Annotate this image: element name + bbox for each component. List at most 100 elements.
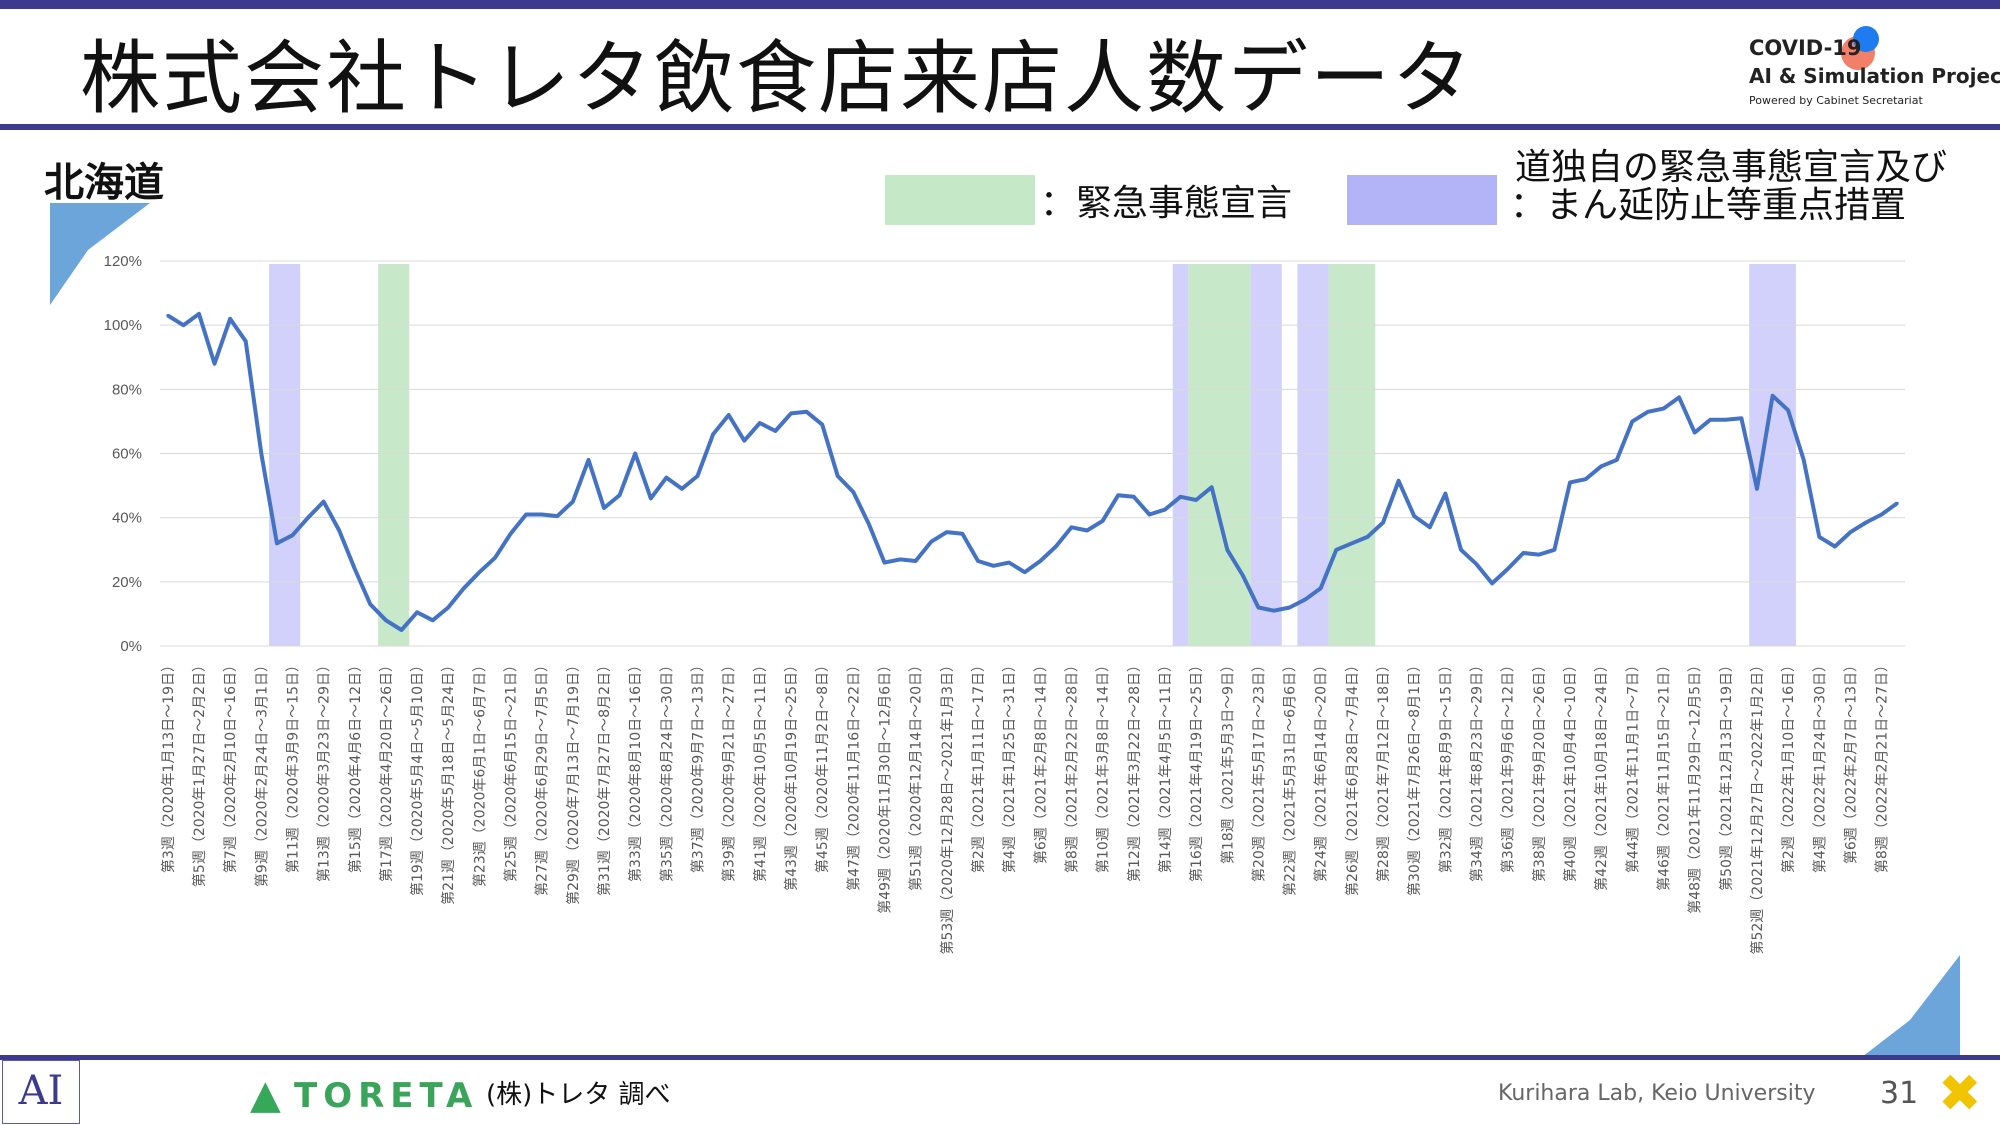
y-tick-label: 120% [104, 253, 142, 270]
toreta-wordmark: TORETA [294, 1076, 479, 1116]
data-point [1615, 458, 1619, 462]
data-point [1210, 485, 1214, 489]
x-tick-label: 第41週（2020年10月5日～11日） [752, 658, 769, 882]
legend-emergency-label: ：緊急事態宣言 [1040, 183, 1293, 224]
data-point [353, 567, 357, 571]
logo-line3: Powered by Cabinet Secretariat [1749, 94, 1923, 107]
y-tick-label: 40% [112, 510, 142, 527]
data-point [1443, 492, 1447, 496]
x-tick-label: 第51週（2020年12月14日～20日） [908, 658, 925, 891]
data-point [1194, 498, 1198, 502]
shaded-period-priority [1749, 264, 1796, 646]
x-tick-label: 第36週（2021年9月6日～12日） [1500, 658, 1517, 873]
x-tick-label: 第33週（2020年8月10日～16日） [627, 658, 644, 882]
data-point [431, 618, 435, 622]
data-point [1786, 408, 1790, 412]
x-tick-label: 第34週（2021年8月23日～29日） [1469, 658, 1486, 882]
data-point [1584, 477, 1588, 481]
x-tick-label: 第23週（2020年6月1日～6月7日） [471, 658, 488, 887]
x-tick-label: 第50週（2021年12月13日～19日） [1718, 658, 1735, 891]
data-point [1179, 495, 1183, 499]
data-point [1334, 548, 1338, 552]
data-point [1163, 508, 1167, 512]
top-accent-bar [0, 0, 2000, 9]
data-point [1475, 562, 1479, 566]
data-point [1256, 606, 1260, 609]
data-point [399, 628, 403, 632]
data-point [1833, 545, 1837, 549]
data-point [1428, 525, 1432, 529]
data-point [1693, 431, 1697, 435]
data-point [1365, 535, 1369, 539]
legend-priority-label-line1: 道独自の緊急事態宣言及び [1515, 147, 1948, 188]
x-tick-label: 第18週（2021年5月3日～9日） [1219, 658, 1236, 864]
x-tick-label: 第14週（2021年4月5日～11日） [1157, 658, 1174, 873]
covid-project-logo: COVID-19 AI & Simulation Project Powered… [1745, 26, 2000, 118]
y-tick-label: 100% [104, 317, 142, 334]
data-point [1147, 512, 1151, 516]
data-point [555, 514, 559, 518]
ai-lab-logo: AI [2, 1060, 80, 1124]
data-point [882, 561, 886, 565]
data-point [462, 586, 466, 590]
data-point [1241, 573, 1245, 577]
shaded-period-priority [1297, 264, 1329, 646]
data-point [898, 557, 902, 561]
x-tick-label: 第20週（2021年5月17日～23日） [1250, 658, 1267, 882]
x-tick-label: 第11週（2020年3月9日～15日） [284, 658, 301, 873]
data-point [945, 530, 949, 534]
x-tick-label: 第24週（2021年6月14日～20日） [1313, 658, 1330, 882]
corner-arrow-bottom-right-icon [1858, 955, 1960, 1060]
data-point [1007, 561, 1011, 565]
x-tick-label: 第39週（2020年9月21日～27日） [721, 658, 738, 882]
x-tick-label: 第28週（2021年7月12日～18日） [1375, 658, 1392, 882]
data-point [1038, 559, 1042, 563]
legend-priority-label-line2: ：まん延防止等重点措置 [1510, 185, 1907, 226]
data-point [773, 429, 777, 433]
data-point [213, 362, 217, 366]
data-point [742, 439, 746, 443]
data-point [1350, 541, 1354, 545]
region-label: 北海道 [44, 160, 164, 206]
x-tick-label: 第25週（2020年6月15日～21日） [503, 658, 520, 882]
data-point [1755, 487, 1759, 491]
data-point [1490, 581, 1494, 585]
x-tick-label: 第37週（2020年9月7日～13日） [690, 658, 707, 873]
x-tick-label: 第22週（2021年5月31日～6月6日） [1282, 658, 1299, 896]
data-point [1288, 606, 1292, 609]
y-tick-label: 60% [112, 446, 142, 463]
x-tick-label: 第13週（2020年3月23日～29日） [316, 658, 333, 882]
data-point [1319, 586, 1323, 590]
data-point [1085, 529, 1089, 532]
data-point [805, 410, 809, 414]
page-number: 31 [1880, 1076, 1919, 1111]
x-tick-label: 第15週（2020年4月6日～12日） [347, 658, 364, 873]
data-point [851, 490, 855, 494]
data-point [1724, 418, 1728, 422]
data-point [290, 533, 294, 537]
data-point [1662, 407, 1666, 411]
x-tick-label: 第17週（2020年4月20日～26日） [378, 658, 395, 882]
data-point [368, 602, 372, 606]
x-tick-label: 第52週（2021年12月27日～2022年1月2日） [1749, 658, 1766, 955]
data-point [1677, 395, 1681, 399]
data-point [197, 312, 201, 316]
data-point [633, 452, 637, 455]
x-tick-label: 第9週（2020年2月24日～3月1日） [253, 658, 270, 887]
data-point [509, 532, 513, 536]
data-point [1739, 416, 1743, 420]
data-point [680, 487, 684, 491]
data-point [1552, 548, 1556, 552]
x-brand-icon: ✖ [1938, 1064, 1982, 1124]
data-point [929, 540, 933, 544]
data-point [976, 559, 980, 563]
data-point [1521, 551, 1525, 555]
shaded-period-priority [1250, 264, 1282, 646]
data-point [602, 506, 606, 510]
data-point [571, 500, 575, 504]
data-point [259, 452, 263, 455]
data-point [1132, 495, 1136, 499]
data-point [181, 323, 185, 327]
footer-divider [0, 1055, 2000, 1060]
data-point [337, 529, 341, 532]
